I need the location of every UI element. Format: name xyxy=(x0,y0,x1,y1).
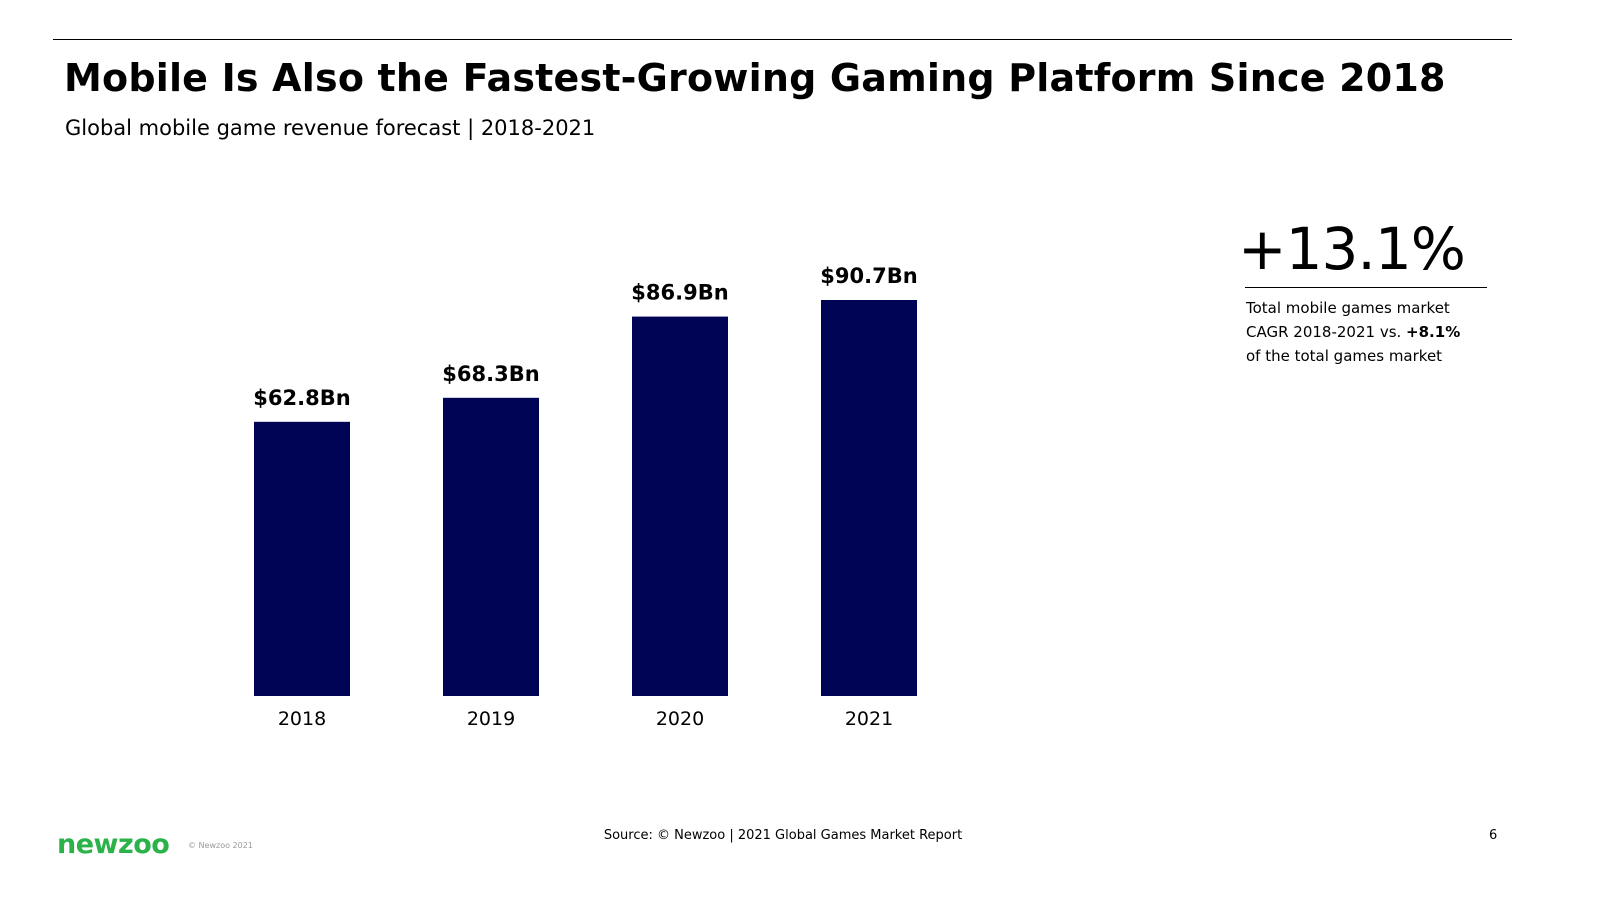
bar-value-label-2019: $68.3Bn xyxy=(442,362,539,386)
bar-chart: $62.8Bn 2018 $68.3Bn 2019 $86.9Bn 2020 $90.7Bn… xyxy=(253,264,917,730)
newzoo-logo: newzoo xyxy=(57,829,170,860)
x-tick-label-2020: 2020 xyxy=(656,708,704,730)
page-title: Mobile Is Also the Fastest-Growing Gamin… xyxy=(64,56,1446,100)
bar-value-label-2020: $86.9Bn xyxy=(631,281,728,305)
bar-value-label-2021: $90.7Bn xyxy=(820,264,917,288)
kpi-divider xyxy=(1245,287,1487,288)
kpi-line-1: Total mobile games market xyxy=(1246,299,1450,317)
cagr-value: +13.1% xyxy=(1238,215,1466,283)
top-rule xyxy=(53,39,1512,40)
page-subtitle: Global mobile game revenue forecast | 20… xyxy=(65,116,596,140)
kpi-description: Total mobile games market CAGR 2018-2021… xyxy=(1246,296,1460,368)
kpi-line-2: CAGR 2018-2021 vs. +8.1% xyxy=(1246,320,1460,344)
kpi-line-3: of the total games market xyxy=(1246,347,1443,365)
kpi-line-2-prefix: CAGR 2018-2021 vs. xyxy=(1246,323,1407,341)
source-note: Source: © Newzoo | 2021 Global Games Mar… xyxy=(603,828,963,843)
x-tick-label-2019: 2019 xyxy=(467,708,515,730)
bar-value-label-2018: $62.8Bn xyxy=(253,386,350,410)
bar-2020 xyxy=(632,316,728,696)
bar-2018 xyxy=(254,421,350,696)
x-tick-label-2018: 2018 xyxy=(278,708,326,730)
kpi-comparison-value: +8.1% xyxy=(1406,323,1461,341)
x-tick-label-2021: 2021 xyxy=(845,708,893,730)
bar-2021 xyxy=(821,300,917,696)
page-number: 6 xyxy=(1489,828,1498,843)
bar-2019 xyxy=(443,397,539,696)
copyright-notice: © Newzoo 2021 xyxy=(188,841,253,850)
